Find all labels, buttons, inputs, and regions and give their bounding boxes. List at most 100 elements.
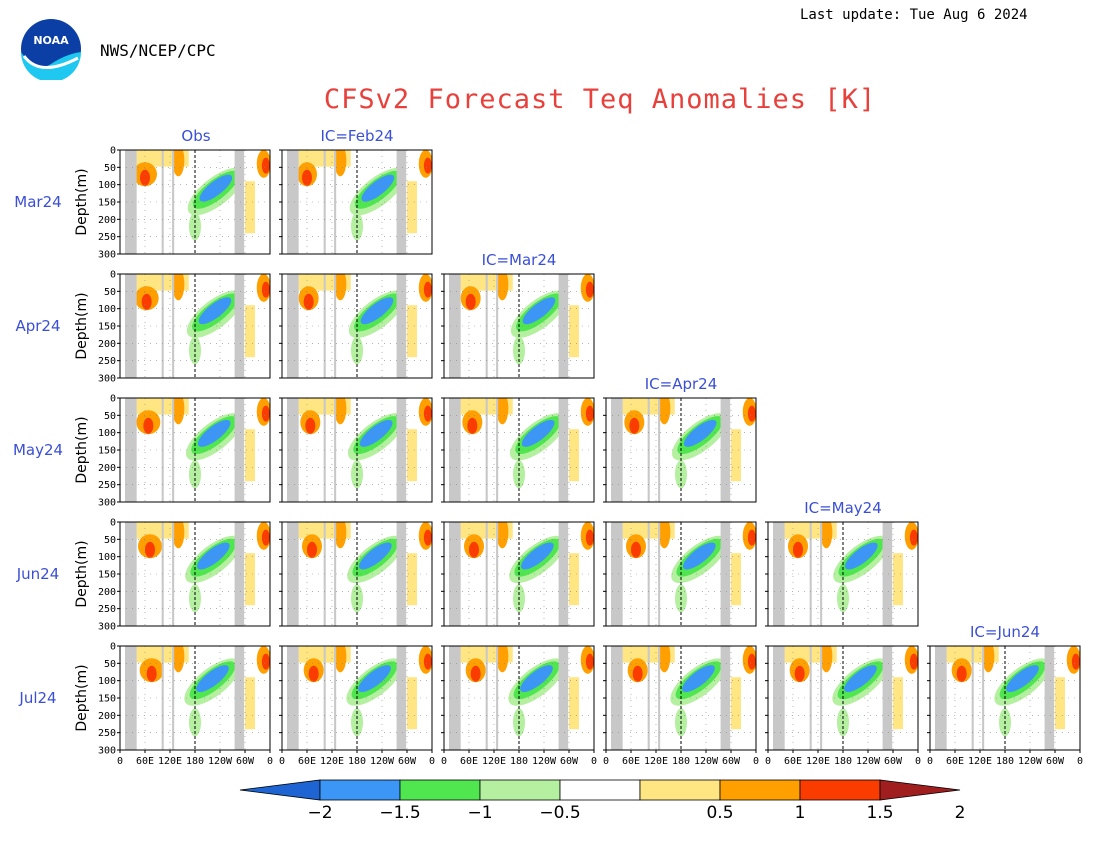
land-mask <box>125 646 137 750</box>
warm-anomaly-inner <box>629 417 640 434</box>
colorbar-left-arrow <box>239 779 321 801</box>
land-mask <box>720 646 731 750</box>
warm-east-core <box>909 529 918 546</box>
panel-Jul24-IC-May24 <box>765 645 919 751</box>
warm-band-east <box>731 677 741 730</box>
warm-band-east <box>731 553 741 606</box>
column-header: IC=Jun24 <box>970 623 1040 641</box>
y-tick-label: 200 <box>98 587 116 598</box>
warm-band-east <box>1055 677 1065 730</box>
land-mask <box>449 398 461 502</box>
panel-field <box>282 398 432 502</box>
warm-anomaly-inner <box>140 169 150 186</box>
cold-inner <box>844 542 878 570</box>
warm-band-east <box>893 553 903 606</box>
y-tick-label: 200 <box>98 711 116 722</box>
x-tick-label: 180 <box>510 756 528 767</box>
x-tick-label: 60E <box>136 756 154 767</box>
y-tick-label: 200 <box>98 463 116 474</box>
land-mask <box>287 274 299 378</box>
y-tick-label: 200 <box>98 215 116 226</box>
x-tick-label: 0 <box>429 756 435 767</box>
warm-east-core <box>261 405 270 422</box>
warm-anomaly-inner <box>469 541 479 558</box>
y-tick-label: 150 <box>98 694 116 705</box>
warm-wp <box>334 398 347 425</box>
land-mask <box>720 522 731 626</box>
panel-Mar24-Obs <box>117 149 271 255</box>
cold-inner <box>682 665 715 693</box>
colorbar-segment <box>399 779 481 801</box>
colorbar-label: −1 <box>467 803 492 823</box>
cold-inner <box>683 419 717 447</box>
warm-anomaly-inner <box>141 293 152 310</box>
warm-wp <box>496 522 509 549</box>
cold-inner <box>198 297 232 325</box>
panel-field <box>444 398 594 502</box>
y-tick-label: 0 <box>110 518 116 529</box>
warm-east-core <box>747 405 756 422</box>
x-tick-label: 60E <box>784 756 802 767</box>
colorbar-right-arrow <box>879 779 961 801</box>
warm-anomaly-inner <box>793 541 803 558</box>
cold-inner <box>522 297 556 325</box>
land-mask <box>234 274 245 378</box>
row-label: Jul24 <box>18 689 56 707</box>
x-tick-label: 0 <box>267 756 273 767</box>
noaa-logo: NOAA <box>20 18 82 82</box>
land-mask <box>611 646 623 750</box>
x-tick-label: 60W <box>236 756 255 767</box>
warm-east-core <box>585 653 594 670</box>
land-mask <box>496 398 499 502</box>
land-mask <box>234 398 245 502</box>
land-mask <box>982 646 985 750</box>
warm-wp <box>172 646 185 673</box>
warm-anomaly-inner <box>305 417 316 434</box>
y-tick-label: 0 <box>110 642 116 653</box>
x-tick-label: 60W <box>884 756 903 767</box>
panel-Jun24-IC-Apr24 <box>603 521 757 627</box>
cold-inner <box>360 297 394 325</box>
warm-anomaly-inner <box>465 293 476 310</box>
warm-band-east <box>407 553 417 606</box>
panel-Jul24-Obs <box>117 645 271 751</box>
land-mask <box>125 398 137 502</box>
panel-Jul24-IC-Jun24 <box>927 645 1081 751</box>
warm-east-core <box>423 281 432 298</box>
y-tick-label: 150 <box>98 570 116 581</box>
land-mask <box>125 522 137 626</box>
cold-inner <box>358 542 392 570</box>
warm-east-core <box>747 653 756 670</box>
warm-wp <box>334 646 347 673</box>
land-mask <box>773 522 785 626</box>
cold-inner <box>358 665 391 693</box>
colorbar-label: 1.5 <box>866 803 893 823</box>
warm-wp <box>658 522 671 549</box>
warm-anomaly-inner <box>794 665 805 682</box>
colorbar-segment <box>479 779 561 801</box>
y-tick-label: 250 <box>98 604 116 615</box>
warm-band-east <box>245 305 255 358</box>
x-tick-label: 60W <box>398 756 417 767</box>
cold-inner <box>682 542 716 570</box>
colorbar-label: 0.5 <box>706 803 733 823</box>
y-tick-label: 250 <box>98 728 116 739</box>
land-mask <box>172 150 175 254</box>
y-tick-label: 50 <box>104 163 116 174</box>
land-mask <box>773 646 785 750</box>
x-tick-label: 180 <box>348 756 366 767</box>
cold-inner <box>1006 665 1039 693</box>
y-tick-label: 300 <box>98 374 116 385</box>
cold-inner <box>196 665 229 693</box>
warm-wp <box>496 398 509 425</box>
land-mask <box>558 522 569 626</box>
land-mask <box>935 646 947 750</box>
warm-anomaly-inner <box>302 169 312 186</box>
warm-band-east <box>893 677 903 730</box>
org-label: NWS/NCEP/CPC <box>100 41 216 60</box>
y-tick-label: 0 <box>110 394 116 405</box>
warm-anomaly-inner <box>631 541 641 558</box>
panel-Apr24-Obs <box>117 273 271 379</box>
warm-wp <box>334 522 347 549</box>
y-tick-label: 300 <box>98 746 116 757</box>
